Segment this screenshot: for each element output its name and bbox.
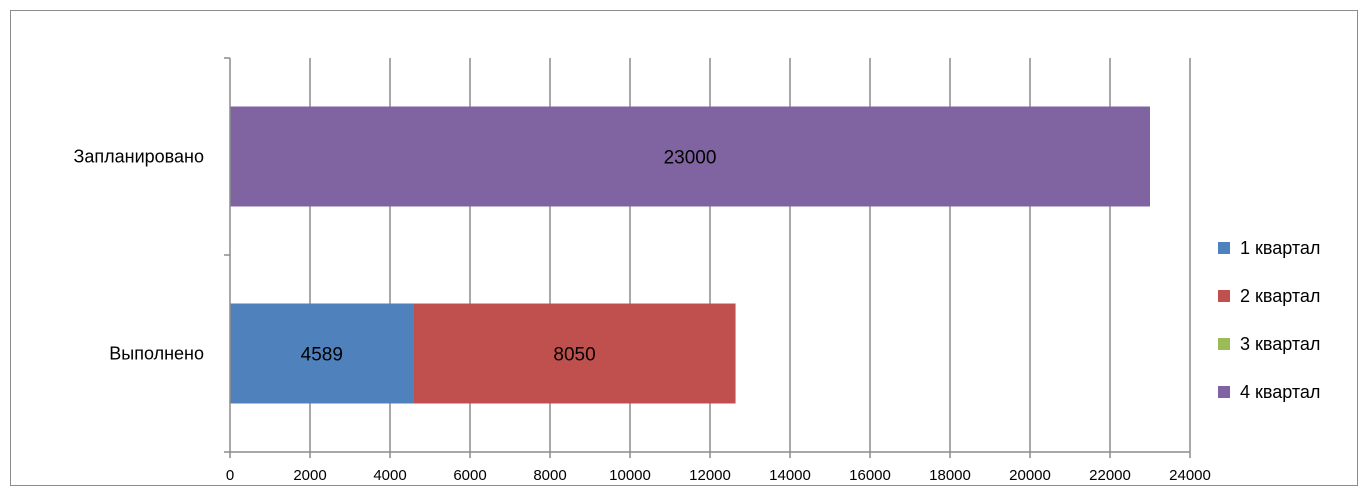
bar-segment — [230, 303, 414, 404]
legend-label: 2 квартал — [1240, 286, 1320, 306]
x-tick-label: 22000 — [1089, 467, 1131, 484]
x-tick-label: 2000 — [293, 467, 326, 484]
x-tick-label: 0 — [226, 467, 234, 484]
axes: 0 2000 4000 6000 8000 10000 12000 14000 16000 180… — [74, 57, 1211, 484]
legend-swatch — [1218, 242, 1230, 254]
bars — [230, 106, 1150, 404]
x-tick-label: 20000 — [1009, 467, 1051, 484]
bar-segment — [413, 303, 736, 404]
x-tick-label: 14000 — [769, 467, 811, 484]
x-tick-label: 6000 — [453, 467, 486, 484]
x-tick-label: 24000 — [1169, 467, 1211, 484]
legend-swatch — [1218, 290, 1230, 302]
chart-frame — [10, 10, 1358, 486]
legend: 1 квартал 2 квартал 3 квартал 4 квартал — [1218, 238, 1320, 402]
data-labels: 4589 8050 23000 — [301, 148, 717, 366]
legend-swatch — [1218, 338, 1230, 350]
x-tick-label: 4000 — [373, 467, 406, 484]
x-tick-label: 12000 — [689, 467, 731, 484]
legend-swatch — [1218, 386, 1230, 398]
data-label: 4589 — [301, 345, 343, 366]
x-tick-label: 16000 — [849, 467, 891, 484]
category-label: Выполнено — [109, 344, 204, 364]
bar-segment — [230, 106, 1150, 207]
x-tick-label: 18000 — [929, 467, 971, 484]
legend-label: 4 квартал — [1240, 382, 1320, 402]
x-tick-label: 10000 — [609, 467, 651, 484]
x-tick-label: 8000 — [533, 467, 566, 484]
legend-label: 3 квартал — [1240, 334, 1320, 354]
data-label: 23000 — [664, 148, 717, 169]
legend-label: 1 квартал — [1240, 238, 1320, 258]
data-label: 8050 — [553, 345, 595, 366]
category-label: Запланировано — [74, 147, 204, 167]
